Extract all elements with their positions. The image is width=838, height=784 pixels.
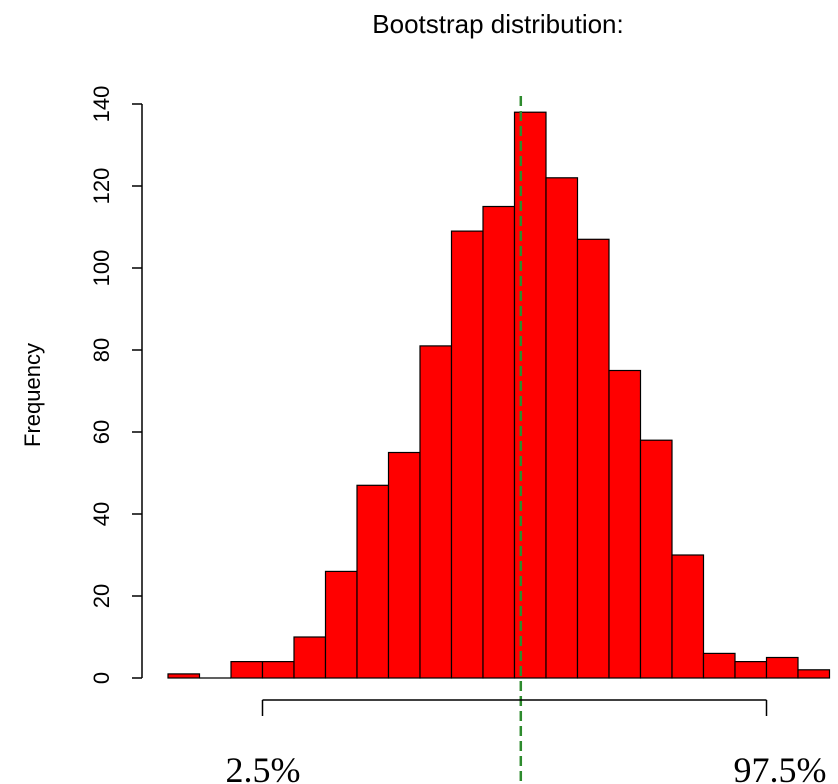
histogram-bar (545, 177, 579, 679)
histogram-bar (261, 660, 295, 679)
y-axis-label: Frequency (20, 343, 45, 447)
histogram-bar (513, 111, 547, 679)
histogram-bar (702, 652, 736, 679)
histogram-bar (419, 345, 453, 679)
histogram-bar (734, 660, 768, 679)
y-tick-label: 140 (89, 86, 114, 123)
y-tick-label: 60 (89, 420, 114, 444)
histogram-bar (576, 238, 610, 679)
confidence-interval (261, 699, 768, 716)
histogram-bar (797, 669, 831, 679)
y-tick-label: 40 (89, 502, 114, 526)
histogram-bar (324, 570, 358, 679)
histogram-bar (387, 451, 421, 679)
histogram-bars (167, 111, 831, 679)
histogram-bar (356, 484, 390, 679)
histogram-bar (167, 673, 201, 679)
histogram-bar (230, 660, 264, 679)
histogram-bar (293, 636, 327, 679)
y-tick-label: 0 (89, 672, 114, 684)
lower-percentile-label: 2.5% (226, 750, 301, 784)
y-tick-label: 80 (89, 338, 114, 362)
histogram-bar (671, 554, 705, 679)
upper-percentile-label: 97.5% (734, 750, 827, 784)
chart-title: Bootstrap distribution: (372, 9, 623, 39)
y-axis: 0 20 40 60 80 100 120 140 (89, 86, 143, 684)
histogram-bar (639, 439, 673, 679)
y-tick-label: 20 (89, 584, 114, 608)
histogram-bar (482, 205, 516, 679)
histogram-bar (765, 656, 799, 679)
histogram-bar (450, 230, 484, 679)
histogram-bar (608, 369, 642, 679)
y-tick-label: 100 (89, 250, 114, 287)
y-tick-label: 120 (89, 168, 114, 205)
